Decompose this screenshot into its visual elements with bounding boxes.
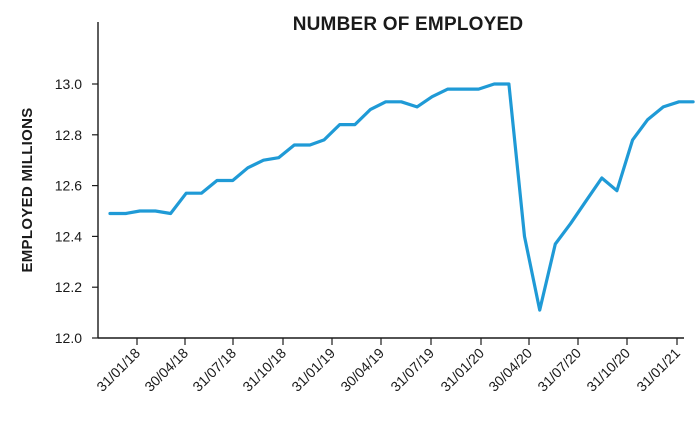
data-point xyxy=(631,138,634,141)
data-point xyxy=(293,144,296,147)
data-point xyxy=(216,179,219,182)
x-tick-label: 31/07/19 xyxy=(387,345,437,395)
y-tick-label: 12.2 xyxy=(55,279,82,295)
x-tick-label: 31/07/20 xyxy=(534,345,584,395)
data-point xyxy=(323,138,326,141)
data-point xyxy=(678,100,681,103)
data-point xyxy=(493,83,496,86)
x-tick-label: 30/04/18 xyxy=(141,345,191,395)
data-point xyxy=(384,100,387,103)
data-point xyxy=(569,222,572,225)
y-axis-ticks: 12.0 12.2 12.4 12.6 12.8 13.0 xyxy=(55,76,98,346)
data-point xyxy=(369,108,372,111)
data-point xyxy=(615,189,618,192)
data-point xyxy=(538,309,541,312)
data-point xyxy=(585,199,588,202)
data-point xyxy=(507,83,510,86)
data-point xyxy=(138,210,141,213)
data-point xyxy=(446,88,449,91)
x-tick-label: 30/04/20 xyxy=(485,345,535,395)
y-tick-label: 12.0 xyxy=(55,330,82,346)
data-point xyxy=(308,144,311,147)
data-point xyxy=(692,100,695,103)
axes xyxy=(97,22,684,339)
data-point xyxy=(477,88,480,91)
data-point xyxy=(431,95,434,98)
x-tick-label: 31/01/20 xyxy=(437,345,487,395)
y-tick-label: 13.0 xyxy=(55,76,82,92)
data-point xyxy=(353,123,356,126)
data-point xyxy=(154,210,157,213)
data-point xyxy=(124,212,127,215)
chart-title: NUMBER OF EMPLOYED xyxy=(292,14,524,35)
data-point xyxy=(185,192,188,195)
x-tick-label: 31/10/20 xyxy=(583,345,633,395)
y-tick-label: 12.4 xyxy=(55,228,82,244)
data-point xyxy=(200,192,203,195)
data-point xyxy=(523,235,526,238)
data-point xyxy=(338,123,341,126)
data-point xyxy=(169,212,172,215)
data-point xyxy=(600,177,603,180)
y-tick-label: 12.6 xyxy=(55,178,82,194)
x-tick-label: 31/01/19 xyxy=(288,345,338,395)
x-tick-label: 31/01/18 xyxy=(93,345,143,395)
x-tick-label: 31/01/21 xyxy=(633,345,683,395)
data-point xyxy=(554,243,557,246)
data-point xyxy=(400,100,403,103)
data-point xyxy=(109,212,112,215)
y-axis-title: EMPLOYED MILLIONS xyxy=(19,107,36,272)
data-point xyxy=(231,179,234,182)
data-point xyxy=(262,159,265,162)
data-point xyxy=(246,166,249,169)
data-point xyxy=(277,156,280,159)
data-point xyxy=(662,105,665,108)
series-group xyxy=(108,82,695,312)
employed-series-line xyxy=(108,82,695,312)
data-point xyxy=(461,88,464,91)
data-point xyxy=(416,105,419,108)
x-tick-label: 31/07/18 xyxy=(189,345,239,395)
x-tick-label: 30/04/19 xyxy=(337,345,387,395)
y-tick-label: 12.8 xyxy=(55,127,82,143)
x-tick-label: 31/10/18 xyxy=(239,345,289,395)
data-point xyxy=(646,118,649,121)
